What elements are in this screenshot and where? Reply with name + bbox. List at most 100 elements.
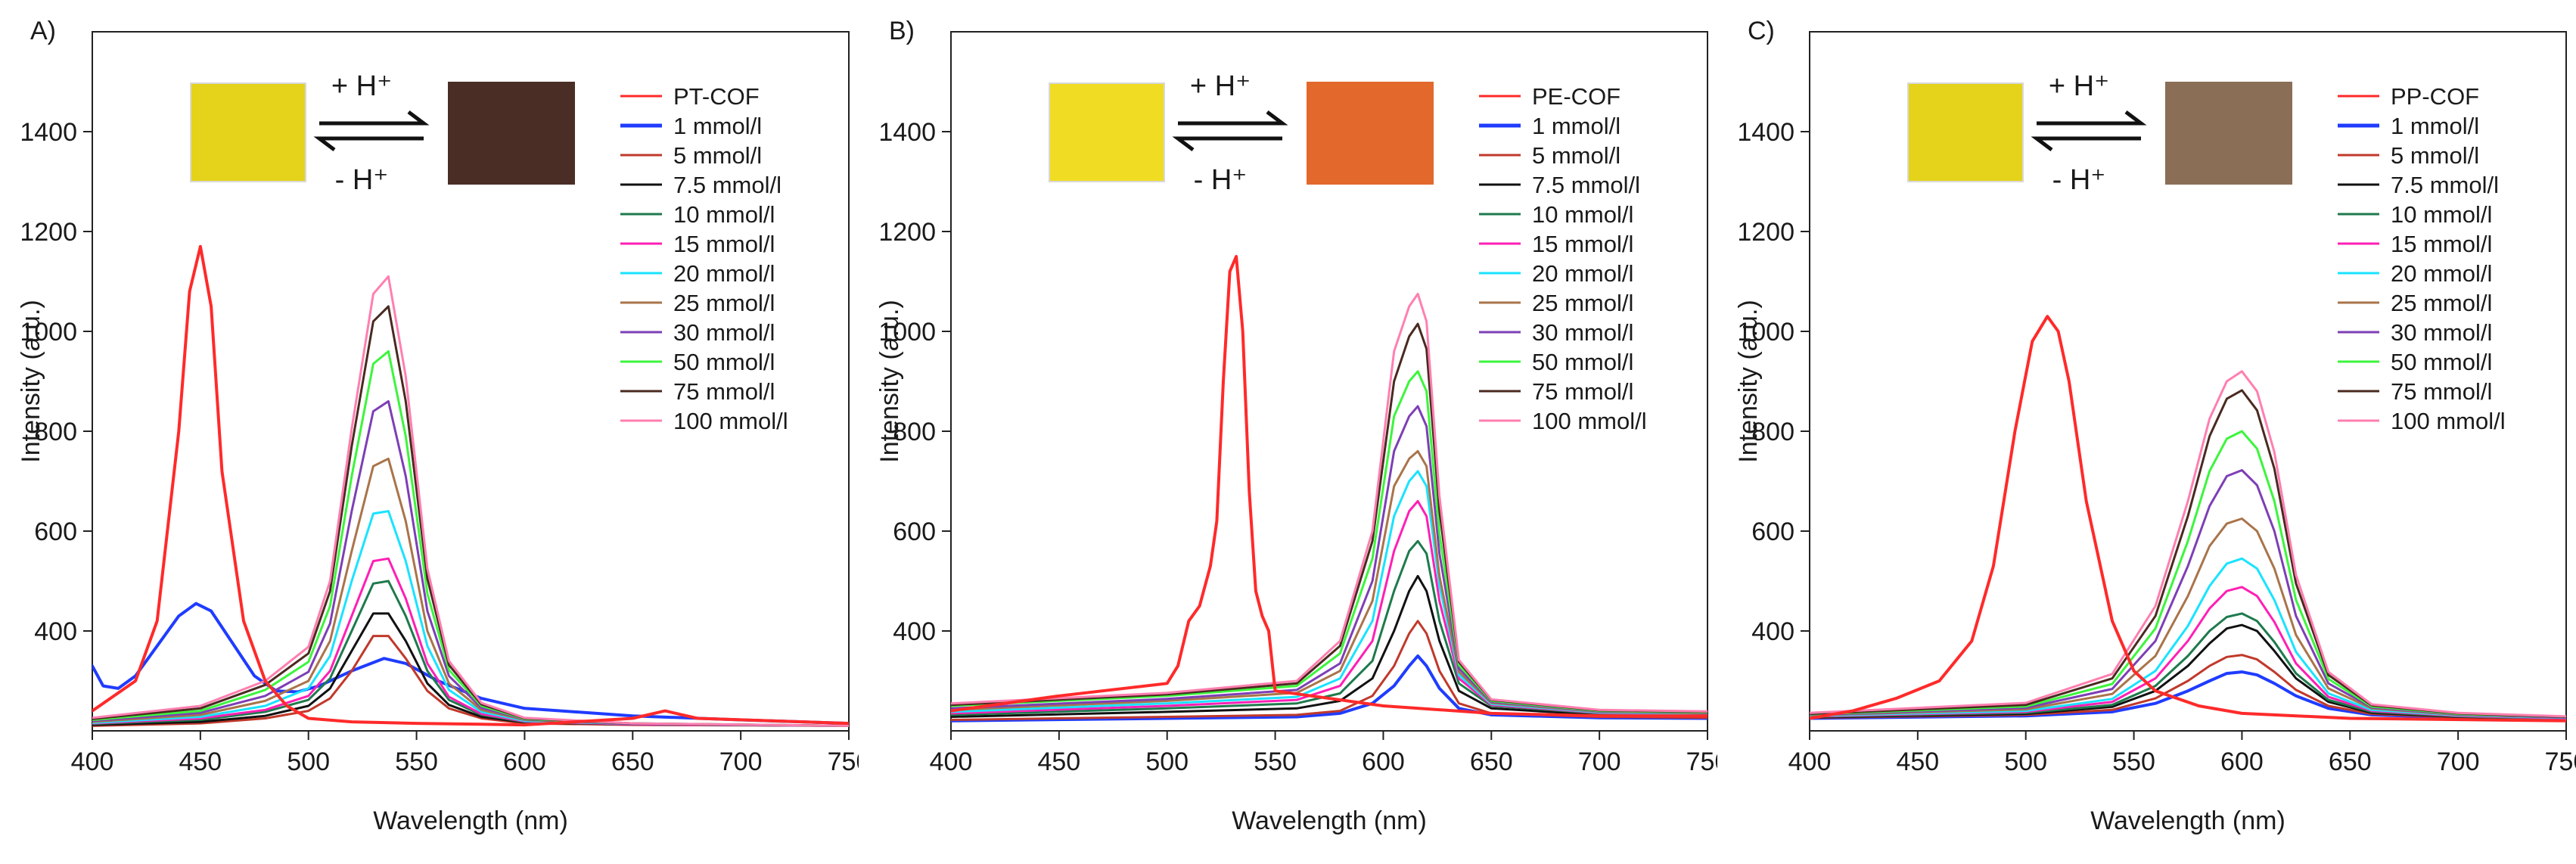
legend-label-1-mmol-l: 1 mmol/l <box>673 113 762 139</box>
legend-label-pt-cof: PT-COF <box>673 83 760 110</box>
x-tick-label: 450 <box>1037 747 1080 776</box>
legend-label-5-mmol-l: 5 mmol/l <box>2391 142 2479 169</box>
x-tick-label: 400 <box>1788 747 1832 776</box>
legend-label-7-5-mmol-l: 7.5 mmol/l <box>673 172 782 198</box>
legend-label-30-mmol-l: 30 mmol/l <box>2391 319 2492 346</box>
plot-frame <box>950 31 1708 732</box>
legend-label-100-mmol-l: 100 mmol/l <box>1532 408 1647 434</box>
legend-label-30-mmol-l: 30 mmol/l <box>673 319 775 346</box>
plot-frame <box>92 31 850 732</box>
series-line-10-mmol-l <box>1810 612 2566 720</box>
series-line-pe-cof <box>951 255 1707 718</box>
x-tick-label: 450 <box>1896 747 1939 776</box>
y-axis-label: Intensity (a.u.) <box>875 300 904 462</box>
legend-label-1-mmol-l: 1 mmol/l <box>2391 113 2479 139</box>
x-tick-label: 650 <box>611 747 654 776</box>
x-tick-label: 450 <box>179 747 222 776</box>
y-axis-label: Intensity (a.u.) <box>17 300 45 462</box>
series-line-30-mmol-l <box>1810 469 2566 719</box>
y-tick-label: 800 <box>34 418 77 446</box>
chart-c: C) 400 450 500 550 600 650 700 750 400 600 800 1000 1… <box>1734 17 2576 835</box>
x-axis-label: Wavelength (nm) <box>2090 807 2285 835</box>
y-tick-label: 1400 <box>20 118 77 147</box>
y-tick-label: 600 <box>893 517 936 546</box>
y-tick-label: 1200 <box>1737 218 1794 247</box>
y-tick-label: 400 <box>34 617 77 646</box>
legend-label-pp-cof: PP-COF <box>2391 83 2479 110</box>
series-line-25-mmol-l <box>92 457 849 727</box>
protonation-label: + H⁺ <box>2049 70 2109 102</box>
series-line-10-mmol-l <box>951 539 1707 716</box>
series-line-100-mmol-l <box>951 293 1707 713</box>
y-tick-label: 600 <box>34 517 77 546</box>
panel-label: A) <box>30 17 56 45</box>
forward-arrow-icon <box>1178 110 1288 126</box>
x-axis-label: Wavelength (nm) <box>1232 807 1427 835</box>
series-line-5-mmol-l <box>1810 654 2566 721</box>
series-line-75-mmol-l <box>1810 389 2566 718</box>
series-line-1-mmol-l <box>1810 670 2566 722</box>
panel-label: B) <box>889 17 915 45</box>
neutral-cof-swatch <box>190 82 306 182</box>
series-line-5-mmol-l <box>92 635 849 727</box>
panel-label: C) <box>1748 17 1775 45</box>
legend-label-5-mmol-l: 5 mmol/l <box>673 142 762 169</box>
series-line-100-mmol-l <box>92 275 849 727</box>
panel-c: C) 400 450 500 550 600 650 700 750 400 600 800 1000 1… <box>1717 0 2576 864</box>
legend-label-25-mmol-l: 25 mmol/l <box>1532 290 1633 316</box>
reverse-arrow-icon <box>313 136 424 151</box>
x-tick-label: 550 <box>2112 747 2155 776</box>
x-tick-label: 500 <box>1145 747 1189 776</box>
x-tick-label: 700 <box>2437 747 2480 776</box>
legend-label-7-5-mmol-l: 7.5 mmol/l <box>2391 172 2499 198</box>
reverse-arrow-icon <box>1172 136 1282 151</box>
series-line-25-mmol-l <box>951 449 1707 715</box>
x-tick-label: 750 <box>2545 747 2576 776</box>
x-tick-label: 700 <box>719 747 763 776</box>
y-tick-label: 1200 <box>20 218 77 247</box>
neutral-cof-swatch <box>1049 82 1165 182</box>
y-tick-label: 1200 <box>878 218 936 247</box>
protonated-cof-swatch <box>1307 82 1434 185</box>
x-tick-label: 600 <box>503 747 546 776</box>
plot-frame <box>1809 31 2567 732</box>
series-line-7-5-mmol-l <box>951 574 1707 718</box>
x-tick-label: 500 <box>2004 747 2047 776</box>
deprotonation-label: - H⁺ <box>1194 164 1248 196</box>
chart-a: A) 400 450 500 550 600 650 700 750 400 600 800 1000 1… <box>17 17 859 835</box>
series-line-30-mmol-l <box>92 399 849 727</box>
legend-label-25-mmol-l: 25 mmol/l <box>673 290 775 316</box>
legend-label-20-mmol-l: 20 mmol/l <box>2391 260 2492 287</box>
legend-label-15-mmol-l: 15 mmol/l <box>673 231 775 257</box>
legend-label-75-mmol-l: 75 mmol/l <box>673 378 775 405</box>
forward-arrow-icon <box>2037 110 2147 126</box>
deprotonation-label: - H⁺ <box>2052 164 2106 196</box>
legend-label-7-5-mmol-l: 7.5 mmol/l <box>1532 172 1640 198</box>
series-line-15-mmol-l <box>1810 586 2566 719</box>
legend-label-20-mmol-l: 20 mmol/l <box>673 260 775 287</box>
y-tick-label: 600 <box>1751 517 1794 546</box>
x-tick-label: 650 <box>1470 747 1513 776</box>
legend-label-1-mmol-l: 1 mmol/l <box>1532 113 1620 139</box>
series-line-30-mmol-l <box>951 405 1707 714</box>
series-line-20-mmol-l <box>92 510 849 727</box>
y-tick-label: 1000 <box>20 318 77 347</box>
protonated-cof-swatch <box>448 82 575 185</box>
protonated-cof-swatch <box>2165 82 2292 185</box>
y-tick-label: 400 <box>893 617 936 646</box>
y-tick-label: 800 <box>893 418 936 446</box>
legend-label-75-mmol-l: 75 mmol/l <box>1532 378 1633 405</box>
protonation-label: + H⁺ <box>331 70 392 102</box>
legend-label-25-mmol-l: 25 mmol/l <box>2391 290 2492 316</box>
x-tick-label: 600 <box>2220 747 2264 776</box>
reverse-arrow-icon <box>2031 136 2141 151</box>
legend-label-15-mmol-l: 15 mmol/l <box>1532 231 1633 257</box>
x-axis-label: Wavelength (nm) <box>373 807 568 835</box>
x-tick-label: 550 <box>395 747 438 776</box>
legend-label-100-mmol-l: 100 mmol/l <box>2391 408 2506 434</box>
legend-label-100-mmol-l: 100 mmol/l <box>673 408 788 434</box>
x-tick-label: 500 <box>287 747 330 776</box>
x-tick-label: 400 <box>71 747 114 776</box>
series-line-25-mmol-l <box>1810 517 2566 719</box>
forward-arrow-icon <box>319 110 430 126</box>
